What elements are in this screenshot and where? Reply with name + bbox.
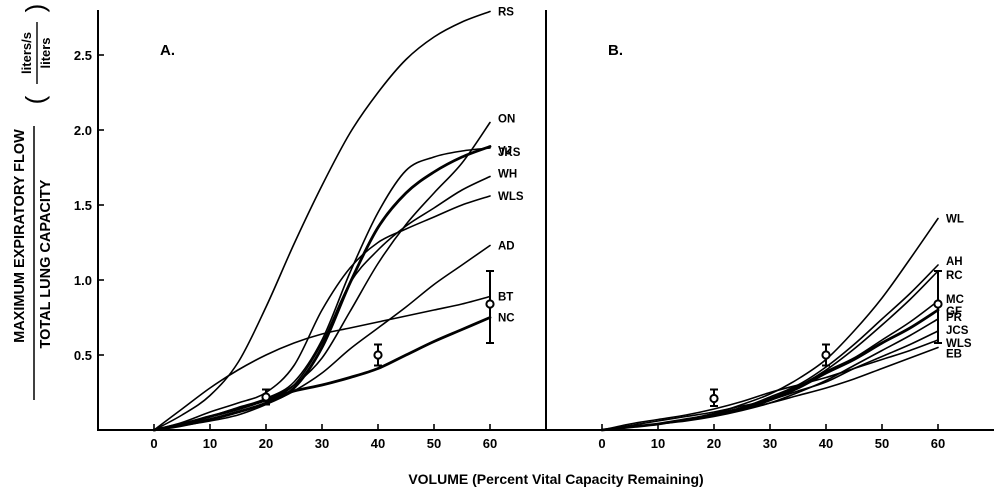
series-line-rs: [153, 10, 491, 431]
x-tick-label: 50: [427, 436, 441, 451]
panel-label: A.: [160, 42, 175, 59]
series-label-eb: EB: [946, 349, 962, 361]
series-line-jks: [153, 147, 491, 431]
series-label-wls: WLS: [498, 191, 524, 203]
series-label-ah: AH: [946, 256, 963, 268]
y-tick-label: 2.5: [74, 48, 92, 63]
y-tick-label: 2.0: [74, 123, 92, 138]
series-label-mc: MC: [946, 294, 964, 306]
mean-point: [709, 393, 719, 404]
series-label-gf: GF: [946, 306, 962, 318]
series-line-wls: [153, 195, 491, 431]
y-tick-label: 0.5: [74, 348, 92, 363]
series-line-rc: [601, 270, 939, 431]
series-line-ad: [153, 244, 491, 431]
y-axis-unit: ( liters/s liters ): [19, 4, 53, 105]
x-tick-label: 10: [651, 436, 665, 451]
series-line-nc: [152, 316, 492, 432]
mean-point: [933, 299, 943, 309]
series-label-ad: AD: [498, 241, 515, 253]
panel-axes: [97, 10, 547, 431]
panel-label: B.: [608, 42, 623, 59]
x-tick-label: 0: [598, 436, 605, 451]
y-tick-label: 1.0: [74, 273, 92, 288]
mean-point: [821, 350, 831, 360]
series-line-eb: [601, 346, 939, 431]
series-line-bt: [153, 295, 491, 431]
y-axis-title: MAXIMUM EXPIRATORY FLOW TOTAL LUNG CAPAC…: [12, 126, 54, 400]
series-label-on: ON: [498, 114, 515, 126]
unit-bottom: liters: [38, 37, 53, 68]
series-label-wl: WL: [946, 214, 964, 226]
series-label-nc: NC: [498, 313, 515, 325]
y-axis-title-top: MAXIMUM EXPIRATORY FLOW: [12, 129, 28, 343]
series-line-jcs: [601, 330, 939, 431]
series-label-wh: WH: [498, 169, 517, 181]
unit-paren-close: ): [20, 4, 50, 13]
x-tick-label: 30: [315, 436, 329, 451]
x-tick-label: 20: [259, 436, 273, 451]
x-tick-label: 40: [371, 436, 385, 451]
x-tick-label: 20: [707, 436, 721, 451]
series-label-pr: PR: [946, 312, 963, 324]
y-axis-title-bottom: TOTAL LUNG CAPACITY: [38, 179, 54, 348]
series-label-wls: WLS: [946, 338, 972, 350]
series-label-rc: RC: [946, 270, 963, 282]
series-label-vj: VJ: [498, 146, 512, 158]
x-axis-title: VOLUME (Percent Vital Capacity Remaining…: [408, 471, 703, 487]
series-label-jcs: JCS: [946, 325, 969, 337]
unit-paren-open: (: [20, 95, 50, 104]
series-label-bt: BT: [498, 292, 513, 304]
x-tick-label: 30: [763, 436, 777, 451]
unit-top: liters/s: [19, 32, 34, 74]
series-line-vj: [152, 145, 492, 432]
series-label-rs: RS: [498, 7, 514, 19]
series-line-wls: [601, 339, 939, 431]
x-tick-label: 10: [203, 436, 217, 451]
x-tick-label: 60: [483, 436, 497, 451]
series-label-jks: JKS: [498, 147, 521, 159]
y-tick-label: 1.5: [74, 198, 92, 213]
x-tick-label: 40: [819, 436, 833, 451]
panel-axes: [545, 10, 994, 431]
mean-point: [261, 392, 271, 402]
mean-point: [485, 299, 495, 309]
x-tick-label: 50: [875, 436, 889, 451]
mean-point: [373, 350, 383, 360]
x-tick-label: 60: [931, 436, 945, 451]
x-tick-label: 0: [150, 436, 157, 451]
series-line-gf: [600, 308, 940, 432]
